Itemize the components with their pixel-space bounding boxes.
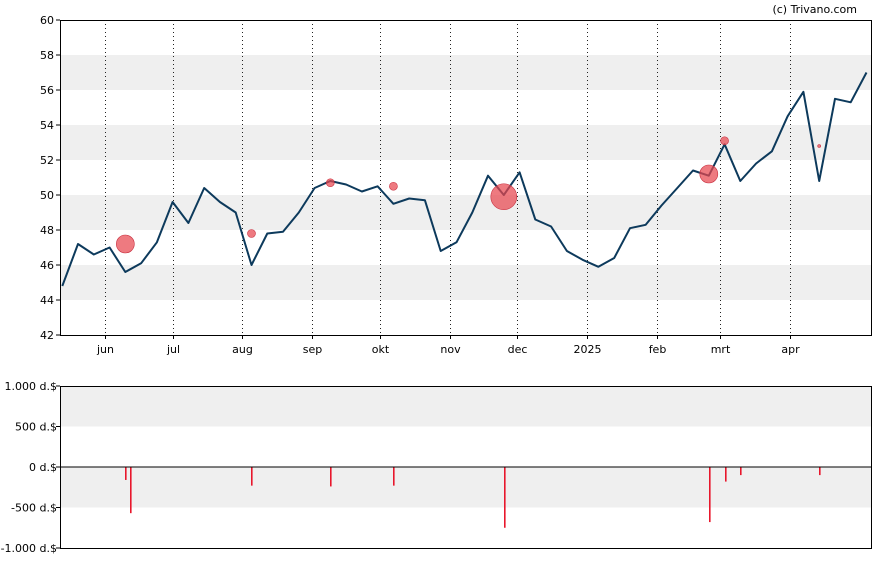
volume-bar <box>709 467 711 523</box>
volume-bar <box>725 467 727 482</box>
chart-credit: (c) Trivano.com <box>772 3 857 16</box>
volume-bar <box>125 467 127 480</box>
volume-bar <box>819 467 821 476</box>
trade-marker <box>247 229 256 238</box>
trade-marker <box>389 181 398 191</box>
y-tick-label: 56 <box>40 84 54 97</box>
volume-y-tick-label: -1.000 d.$ <box>1 542 57 555</box>
y-tick-label: 48 <box>40 224 54 237</box>
price-band <box>60 55 871 90</box>
x-tick-label: okt <box>372 343 390 356</box>
volume-bar <box>393 467 395 486</box>
x-tick-label: nov <box>440 343 461 356</box>
y-tick-label: 46 <box>40 259 54 272</box>
price-panel-axes: jun jul aug sep okt nov dec 2025 feb mrt apr 42 44 46… <box>40 14 872 356</box>
y-tick-label: 58 <box>40 49 54 62</box>
volume-panel-axes: 1.000 d.$ 500 d.$ 0 d.$ -500 d.$ -1.000 d.$ <box>1 380 872 555</box>
y-tick-label: 52 <box>40 154 54 167</box>
volume-bar <box>740 467 742 476</box>
volume-bar <box>504 467 506 528</box>
x-tick-label: dec <box>508 343 528 356</box>
volume-bars-layer <box>125 467 821 528</box>
price-panel-frame <box>60 20 872 336</box>
trade-markers-layer <box>116 136 821 254</box>
x-tick-label: apr <box>781 343 800 356</box>
price-panel-month-gridlines <box>105 20 791 335</box>
volume-y-tick-label: 1.000 d.$ <box>5 380 57 393</box>
volume-panel-frame <box>60 386 872 549</box>
trade-marker <box>817 144 821 148</box>
price-line-layer <box>61 72 868 287</box>
volume-y-tick-label: -500 d.$ <box>11 502 57 515</box>
trade-marker <box>116 234 135 254</box>
price-band <box>60 265 871 300</box>
x-tick-label: aug <box>232 343 253 356</box>
trade-marker <box>326 178 335 188</box>
x-tick-label: sep <box>303 343 322 356</box>
volume-bar <box>251 467 253 486</box>
volume-band <box>60 386 871 427</box>
y-tick-label: 44 <box>40 294 54 307</box>
x-tick-label: jul <box>166 343 180 356</box>
volume-bar <box>130 467 132 514</box>
x-tick-label: jun <box>96 343 114 356</box>
x-tick-label: mrt <box>711 343 731 356</box>
price-line <box>61 72 868 287</box>
trade-marker <box>699 164 719 184</box>
x-tick-label: 2025 <box>574 343 602 356</box>
price-band <box>60 125 871 160</box>
trade-marker <box>720 136 729 146</box>
volume-bar <box>330 467 332 487</box>
y-tick-label: 60 <box>40 14 54 27</box>
volume-panel-bands <box>60 386 871 508</box>
y-tick-label: 54 <box>40 119 54 132</box>
y-tick-label: 42 <box>40 329 54 342</box>
volume-y-tick-label: 0 d.$ <box>29 461 57 474</box>
y-tick-label: 50 <box>40 189 54 202</box>
volume-y-tick-label: 500 d.$ <box>15 421 57 434</box>
price-panel-bands <box>60 55 871 300</box>
volume-band <box>60 467 871 508</box>
x-tick-label: feb <box>649 343 667 356</box>
trade-marker <box>490 183 518 211</box>
